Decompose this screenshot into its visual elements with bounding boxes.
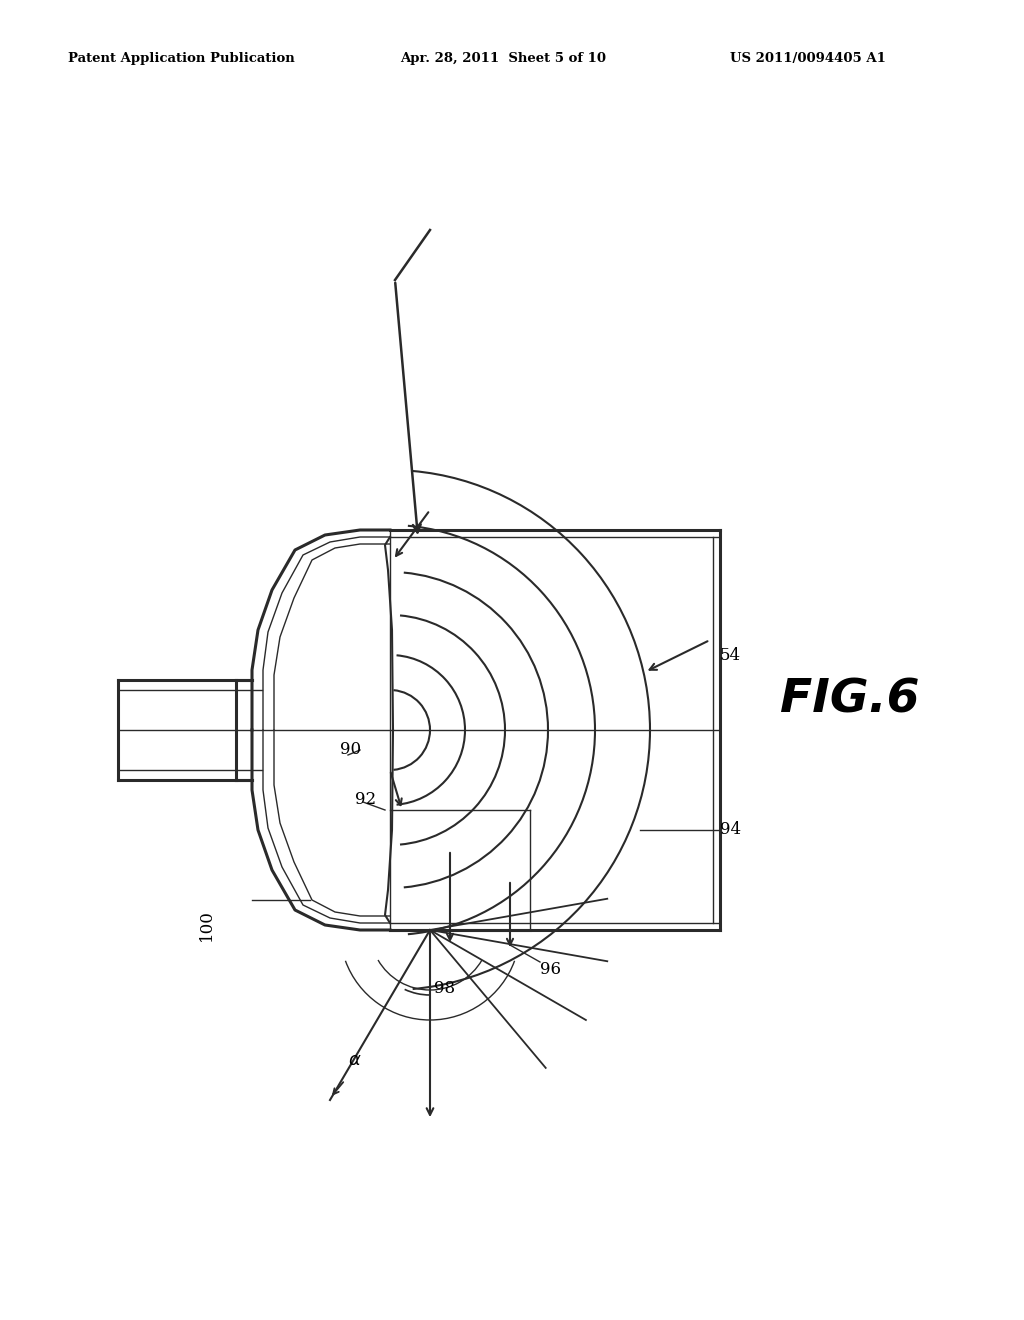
Text: 96: 96	[540, 961, 561, 978]
Text: Apr. 28, 2011  Sheet 5 of 10: Apr. 28, 2011 Sheet 5 of 10	[400, 51, 606, 65]
Text: 94: 94	[720, 821, 741, 838]
Text: 92: 92	[355, 792, 376, 808]
Text: 90: 90	[340, 742, 361, 759]
Text: US 2011/0094405 A1: US 2011/0094405 A1	[730, 51, 886, 65]
Text: 54: 54	[720, 647, 741, 664]
Text: 98: 98	[434, 979, 456, 997]
Text: 100: 100	[198, 909, 215, 941]
Text: Patent Application Publication: Patent Application Publication	[68, 51, 295, 65]
Text: $\alpha$: $\alpha$	[348, 1051, 361, 1069]
Text: FIG.6: FIG.6	[780, 677, 920, 722]
